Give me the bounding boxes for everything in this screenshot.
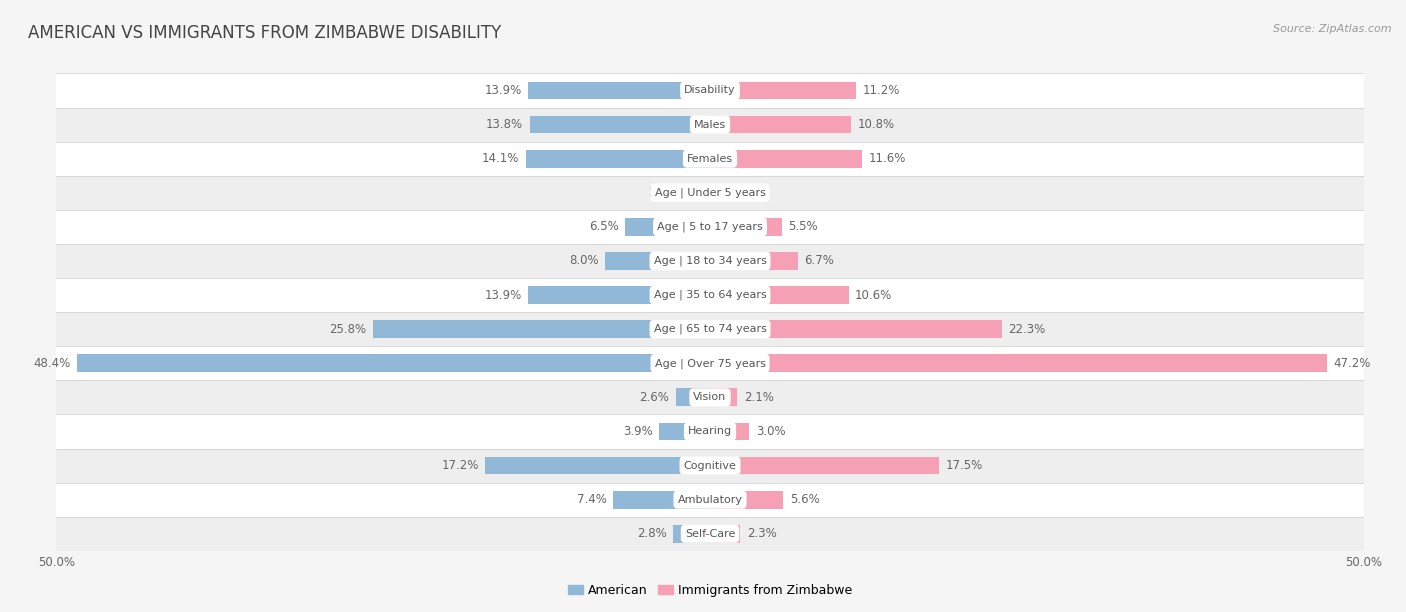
Bar — [56, 244, 1364, 278]
Text: Age | 65 to 74 years: Age | 65 to 74 years — [654, 324, 766, 334]
Bar — [710, 286, 849, 304]
Bar — [710, 491, 783, 509]
Text: Disability: Disability — [685, 86, 735, 95]
Text: 6.7%: 6.7% — [804, 255, 834, 267]
Text: 25.8%: 25.8% — [329, 323, 366, 335]
Text: 1.9%: 1.9% — [648, 186, 679, 200]
Bar — [56, 312, 1364, 346]
Bar — [710, 218, 782, 236]
Text: 1.2%: 1.2% — [733, 186, 762, 200]
Bar — [710, 525, 740, 543]
Text: Cognitive: Cognitive — [683, 461, 737, 471]
Bar — [710, 389, 738, 406]
Text: AMERICAN VS IMMIGRANTS FROM ZIMBABWE DISABILITY: AMERICAN VS IMMIGRANTS FROM ZIMBABWE DIS… — [28, 24, 502, 42]
Text: 10.8%: 10.8% — [858, 118, 894, 131]
Text: Males: Males — [695, 119, 725, 130]
Text: 13.8%: 13.8% — [486, 118, 523, 131]
Text: Age | Under 5 years: Age | Under 5 years — [655, 187, 765, 198]
Bar — [56, 517, 1364, 551]
Text: 3.0%: 3.0% — [756, 425, 786, 438]
Text: 13.9%: 13.9% — [485, 289, 522, 302]
Bar — [710, 252, 797, 270]
Bar — [676, 389, 710, 406]
Text: 2.6%: 2.6% — [640, 391, 669, 404]
Text: Vision: Vision — [693, 392, 727, 402]
Text: Age | 5 to 17 years: Age | 5 to 17 years — [657, 222, 763, 232]
Bar — [56, 141, 1364, 176]
Text: 17.2%: 17.2% — [441, 459, 478, 472]
Text: 17.5%: 17.5% — [945, 459, 983, 472]
Text: 13.9%: 13.9% — [485, 84, 522, 97]
Bar — [710, 150, 862, 168]
Bar — [56, 380, 1364, 414]
Bar — [56, 210, 1364, 244]
Text: 47.2%: 47.2% — [1334, 357, 1371, 370]
Bar — [56, 108, 1364, 141]
Bar — [485, 457, 710, 474]
Bar — [526, 150, 710, 168]
Bar — [710, 116, 851, 133]
Text: Age | Over 75 years: Age | Over 75 years — [655, 358, 765, 368]
Text: 48.4%: 48.4% — [34, 357, 70, 370]
Text: Females: Females — [688, 154, 733, 163]
Bar — [710, 457, 939, 474]
Bar — [626, 218, 710, 236]
Text: 11.6%: 11.6% — [869, 152, 905, 165]
Bar — [56, 73, 1364, 108]
Bar — [529, 81, 710, 99]
Bar — [659, 423, 710, 440]
Bar — [673, 525, 710, 543]
Bar — [56, 414, 1364, 449]
Text: 5.6%: 5.6% — [790, 493, 820, 506]
Text: Age | 35 to 64 years: Age | 35 to 64 years — [654, 290, 766, 300]
Bar — [710, 320, 1001, 338]
Text: Source: ZipAtlas.com: Source: ZipAtlas.com — [1274, 24, 1392, 34]
Text: 11.2%: 11.2% — [863, 84, 900, 97]
Text: 14.1%: 14.1% — [482, 152, 519, 165]
Text: 10.6%: 10.6% — [855, 289, 893, 302]
Bar — [56, 449, 1364, 483]
Bar — [77, 354, 710, 372]
Bar — [710, 423, 749, 440]
Bar — [56, 278, 1364, 312]
Bar — [373, 320, 710, 338]
Text: 22.3%: 22.3% — [1008, 323, 1046, 335]
Text: 3.9%: 3.9% — [623, 425, 652, 438]
Text: 2.8%: 2.8% — [637, 528, 666, 540]
Text: 8.0%: 8.0% — [569, 255, 599, 267]
Text: 7.4%: 7.4% — [576, 493, 607, 506]
Bar — [613, 491, 710, 509]
Bar — [606, 252, 710, 270]
Text: 6.5%: 6.5% — [589, 220, 619, 233]
Bar — [56, 346, 1364, 380]
Text: Self-Care: Self-Care — [685, 529, 735, 539]
Bar — [529, 286, 710, 304]
Bar — [685, 184, 710, 201]
Bar — [56, 483, 1364, 517]
Bar — [56, 176, 1364, 210]
Bar — [530, 116, 710, 133]
Legend: American, Immigrants from Zimbabwe: American, Immigrants from Zimbabwe — [562, 579, 858, 602]
Text: Age | 18 to 34 years: Age | 18 to 34 years — [654, 256, 766, 266]
Text: 2.1%: 2.1% — [744, 391, 773, 404]
Text: Ambulatory: Ambulatory — [678, 494, 742, 505]
Bar — [710, 184, 725, 201]
Text: Hearing: Hearing — [688, 427, 733, 436]
Text: 5.5%: 5.5% — [789, 220, 818, 233]
Text: 2.3%: 2.3% — [747, 528, 776, 540]
Bar — [710, 81, 856, 99]
Bar — [710, 354, 1327, 372]
